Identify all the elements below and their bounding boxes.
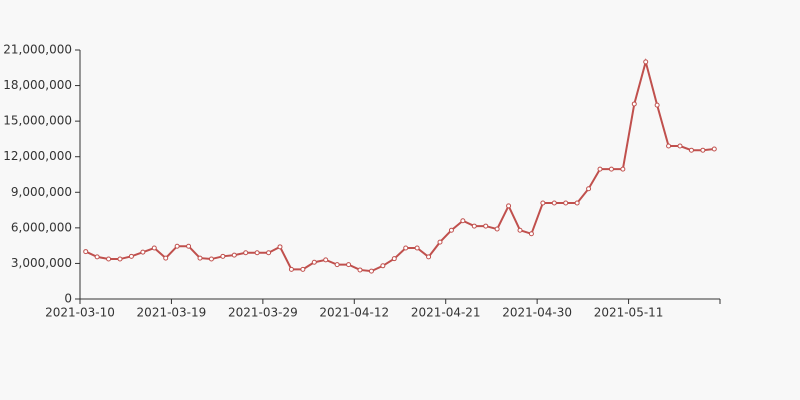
point [140, 249, 146, 255]
point [688, 147, 694, 153]
point [368, 268, 374, 274]
point [220, 253, 226, 259]
point [380, 263, 386, 269]
point [471, 223, 477, 229]
line [85, 57, 715, 273]
point [197, 255, 203, 261]
point [300, 266, 306, 272]
point [391, 256, 397, 262]
point [277, 244, 283, 250]
y-tick-label: 18,000,000 [3, 78, 72, 92]
point [106, 256, 112, 262]
point [563, 200, 569, 206]
point [666, 143, 672, 149]
point [540, 200, 546, 206]
point [483, 223, 489, 229]
point [186, 243, 192, 249]
y-tick-label: 21,000,000 [3, 43, 72, 57]
point [643, 59, 649, 65]
point [357, 267, 363, 273]
point [174, 243, 180, 249]
point [437, 239, 443, 245]
point [94, 254, 100, 260]
point [654, 102, 660, 108]
point [711, 146, 717, 152]
point [346, 262, 352, 268]
point [254, 250, 260, 256]
point [506, 203, 512, 209]
point [528, 231, 534, 237]
point [620, 166, 626, 172]
point [117, 256, 123, 262]
x-tick-label: 2021-05-11 [594, 306, 664, 320]
point [311, 259, 317, 265]
point [574, 200, 580, 206]
point [460, 218, 466, 224]
point [266, 250, 272, 256]
x-tick-label: 2021-03-29 [228, 306, 298, 320]
point [700, 147, 706, 153]
x-tick-label: 2021-04-30 [502, 306, 572, 320]
point [163, 255, 169, 261]
x-tick-label: 2021-03-19 [137, 306, 207, 320]
point [597, 166, 603, 172]
x-tick-label: 2021-04-21 [411, 306, 481, 320]
point [128, 253, 134, 259]
point [83, 249, 89, 255]
point [677, 143, 683, 149]
point [288, 266, 294, 272]
point [414, 245, 420, 251]
y-tick-label: 12,000,000 [3, 149, 72, 163]
point [323, 257, 329, 263]
point [631, 101, 637, 107]
y-tick-label: 15,000,000 [3, 114, 72, 128]
x-tick-label: 2021-04-12 [319, 306, 389, 320]
y-tick-label: 3,000,000 [11, 256, 72, 270]
point [608, 166, 614, 172]
y-tick-label: 9,000,000 [11, 185, 72, 199]
point [403, 245, 409, 251]
point [243, 250, 249, 256]
point [448, 227, 454, 233]
point [586, 186, 592, 192]
y-tick-label: 0 [64, 292, 72, 306]
point [494, 226, 500, 232]
y-tick-label: 6,000,000 [11, 220, 72, 234]
point [151, 245, 157, 251]
point [334, 262, 340, 268]
point [231, 252, 237, 258]
point [517, 227, 523, 233]
point [551, 200, 557, 206]
point [426, 254, 432, 260]
x-tick-label: 2021-03-10 [45, 306, 115, 320]
point [208, 256, 214, 262]
